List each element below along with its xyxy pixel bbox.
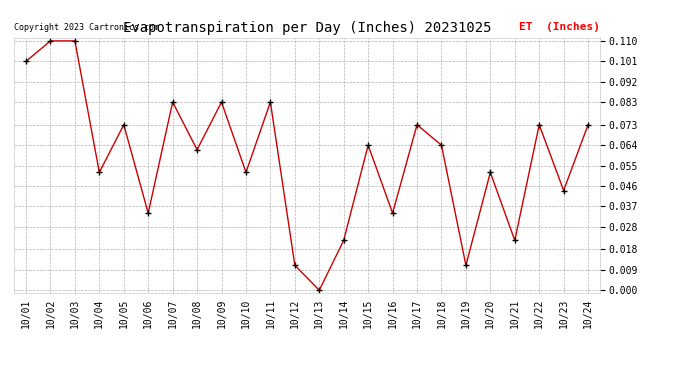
- Text: ET  (Inches): ET (Inches): [520, 22, 600, 32]
- Text: Copyright 2023 Cartronics.com: Copyright 2023 Cartronics.com: [14, 23, 159, 32]
- Title: Evapotranspiration per Day (Inches) 20231025: Evapotranspiration per Day (Inches) 2023…: [123, 21, 491, 35]
